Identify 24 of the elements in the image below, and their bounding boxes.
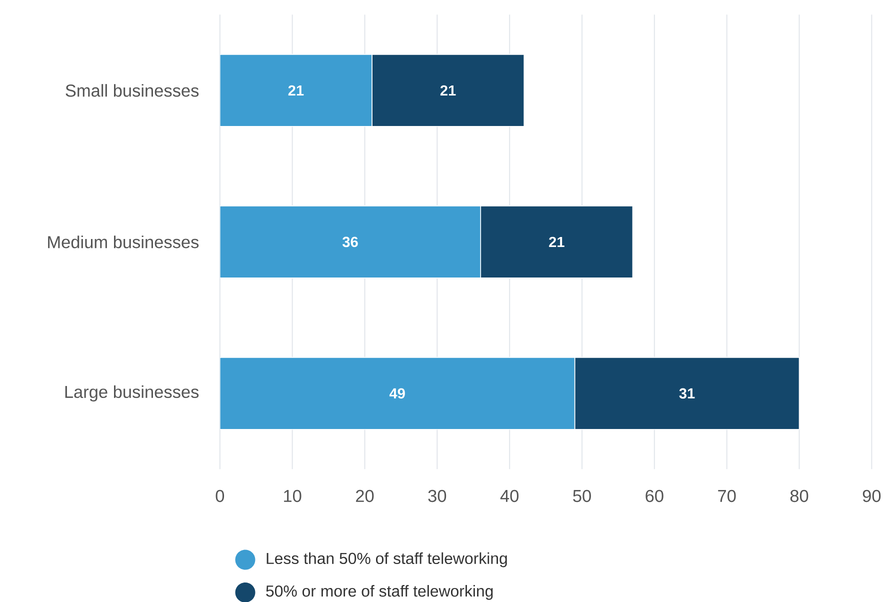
x-tick-label: 80: [790, 490, 808, 502]
data-label: 21: [288, 85, 304, 96]
bar: [220, 205, 482, 278]
y-tick-label: Large businesses: [65, 385, 199, 402]
x-tick-label: 0: [216, 490, 224, 502]
bar: [220, 356, 576, 430]
y-tick-label: Small businesses: [66, 84, 199, 97]
y-tick-label: Medium businesses: [48, 235, 199, 248]
x-tick-label: 20: [356, 490, 374, 502]
data-label: 21: [549, 236, 564, 247]
bar: [220, 54, 372, 127]
x-tick-label: 60: [646, 490, 664, 502]
x-tick-label: 10: [284, 490, 302, 502]
data-label: 49: [389, 388, 405, 398]
x-tick-label: 90: [862, 490, 881, 502]
data-label: 31: [679, 388, 695, 398]
data-label: 36: [342, 236, 358, 247]
x-tick-label: 50: [573, 490, 591, 502]
legend-label: Less than 50% of staff teleworking: [266, 552, 507, 567]
x-tick-label: 30: [428, 490, 446, 502]
data-label: 21: [440, 85, 456, 96]
x-tick-label: 40: [500, 490, 519, 502]
legend-label: 50% or more of staff teleworking: [266, 584, 493, 600]
x-tick-label: 70: [718, 490, 736, 502]
